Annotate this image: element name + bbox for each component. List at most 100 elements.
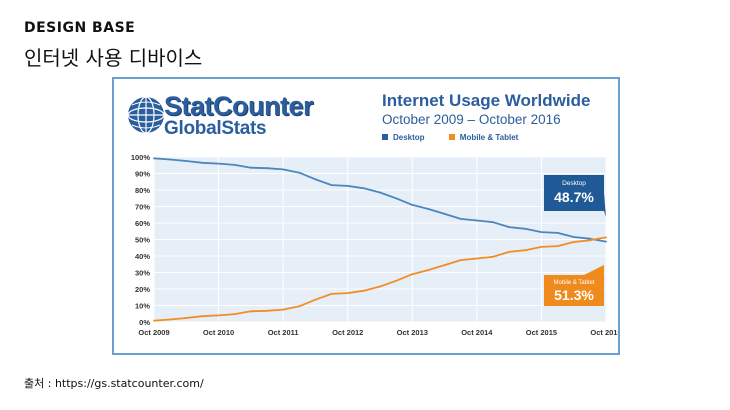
mobile-data-point	[589, 239, 591, 242]
y-tick-label: 10%	[135, 302, 150, 311]
desktop-callout-label: Desktop	[562, 180, 586, 187]
desktop-data-point	[153, 157, 155, 160]
mobile-data-point	[250, 310, 252, 313]
mobile-data-point	[411, 273, 414, 276]
x-tick-label: Oct 2009	[138, 328, 169, 337]
x-tick-label: Oct 2016	[590, 328, 618, 337]
mobile-data-point	[476, 257, 478, 260]
chart-title: Internet Usage Worldwide	[382, 91, 591, 110]
mobile-data-point	[169, 318, 171, 321]
y-tick-label: 20%	[135, 285, 150, 294]
desktop-data-point	[540, 231, 543, 234]
x-tick-label: Oct 2014	[461, 328, 493, 337]
logo-text-globalstats: GlobalStats	[164, 118, 267, 139]
mobile-data-point	[605, 236, 607, 239]
globe-icon	[127, 96, 165, 134]
mobile-data-point	[459, 259, 462, 261]
mobile-data-point	[363, 289, 365, 292]
desktop-data-point	[201, 161, 204, 164]
mobile-data-point	[314, 298, 317, 301]
desktop-data-point	[492, 221, 494, 224]
desktop-data-point	[185, 160, 188, 162]
legend-label-desktop: Desktop	[393, 133, 425, 142]
desktop-data-point	[169, 158, 171, 161]
desktop-data-point	[379, 191, 381, 194]
desktop-data-point	[282, 168, 284, 171]
mobile-callout-pointer	[584, 265, 604, 275]
mobile-data-point	[492, 255, 494, 258]
desktop-callout	[544, 175, 604, 211]
mobile-data-point	[266, 309, 268, 312]
mobile-data-point	[346, 292, 349, 294]
y-tick-label: 70%	[135, 203, 150, 212]
y-tick-label: 80%	[135, 186, 150, 195]
logo-text-statcounter: StatCounter	[164, 91, 314, 121]
mobile-data-point	[379, 285, 381, 288]
mobile-callout-value: 51.3%	[554, 287, 594, 303]
mobile-data-point	[427, 269, 430, 271]
x-tick-label: Oct 2011	[268, 328, 299, 337]
y-tick-label: 0%	[139, 318, 150, 327]
slide-title: 인터넷 사용 디바이스	[24, 46, 203, 70]
y-tick-label: 30%	[135, 269, 150, 278]
y-tick-label: 60%	[135, 219, 150, 228]
desktop-data-point	[589, 237, 591, 240]
legend-item-desktop: Desktop	[382, 133, 425, 142]
chart-card: StatCounter GlobalStats Internet Usage W…	[112, 77, 620, 355]
desktop-data-point	[395, 197, 397, 200]
x-tick-label: Oct 2010	[203, 328, 234, 337]
desktop-data-point	[443, 213, 446, 215]
y-tick-label: 40%	[135, 252, 150, 261]
desktop-data-point	[233, 164, 236, 166]
mobile-data-point	[443, 264, 446, 266]
legend-item-mobile: Mobile & Tablet	[448, 133, 519, 142]
mobile-data-point	[153, 319, 155, 322]
desktop-data-point	[314, 178, 317, 181]
mobile-data-point	[556, 245, 559, 248]
mobile-data-point	[330, 293, 333, 295]
desktop-data-point	[427, 208, 430, 210]
y-tick-label: 50%	[135, 236, 150, 245]
mobile-callout-label: Mobile & Tablet	[554, 280, 595, 286]
brand-logo-text: DESIGN BASE	[24, 20, 136, 36]
mobile-data-point	[233, 313, 236, 315]
legend-swatch-desktop	[382, 134, 388, 140]
mobile-data-point	[185, 317, 188, 319]
mobile-callout	[544, 275, 604, 306]
desktop-data-point	[363, 187, 365, 190]
legend-label-mobile: Mobile & Tablet	[459, 133, 519, 142]
desktop-data-point	[298, 171, 301, 174]
x-tick-label: Oct 2013	[397, 328, 428, 337]
desktop-data-point	[605, 240, 607, 243]
mobile-data-point	[540, 246, 543, 248]
desktop-callout-pointer	[604, 193, 606, 217]
x-tick-label: Oct 2015	[526, 328, 557, 337]
chart-legend: Desktop Mobile & Tablet	[382, 133, 540, 142]
mobile-data-point	[217, 314, 220, 317]
desktop-data-point	[476, 219, 478, 222]
desktop-data-point	[556, 232, 559, 234]
mobile-data-point	[572, 241, 575, 243]
desktop-data-point	[346, 185, 349, 187]
chart-subtitle: October 2009 – October 2016	[382, 112, 561, 127]
source-caption: 출처 : https://gs.statcounter.com/	[24, 377, 204, 390]
legend-swatch-mobile	[448, 134, 455, 140]
desktop-data-point	[572, 236, 575, 238]
desktop-data-point	[524, 227, 527, 230]
desktop-data-point	[459, 218, 462, 220]
desktop-data-point	[411, 204, 414, 206]
line-chart: 0% 10% 20% 30% 40% 50% 60% 70% 80% 90% 100% Oct 200…	[131, 153, 618, 337]
mobile-data-point	[508, 251, 510, 253]
desktop-data-point	[266, 167, 268, 170]
mobile-data-point	[298, 305, 301, 308]
x-tick-label: Oct 2012	[332, 328, 363, 337]
y-tick-label: 100%	[131, 153, 151, 162]
desktop-data-point	[508, 226, 510, 229]
desktop-data-point	[217, 162, 220, 165]
mobile-data-point	[395, 279, 397, 282]
desktop-data-point	[250, 166, 252, 169]
desktop-data-point	[330, 184, 333, 186]
y-tick-label: 90%	[135, 170, 150, 179]
mobile-data-point	[201, 315, 204, 318]
mobile-data-point	[282, 308, 284, 311]
